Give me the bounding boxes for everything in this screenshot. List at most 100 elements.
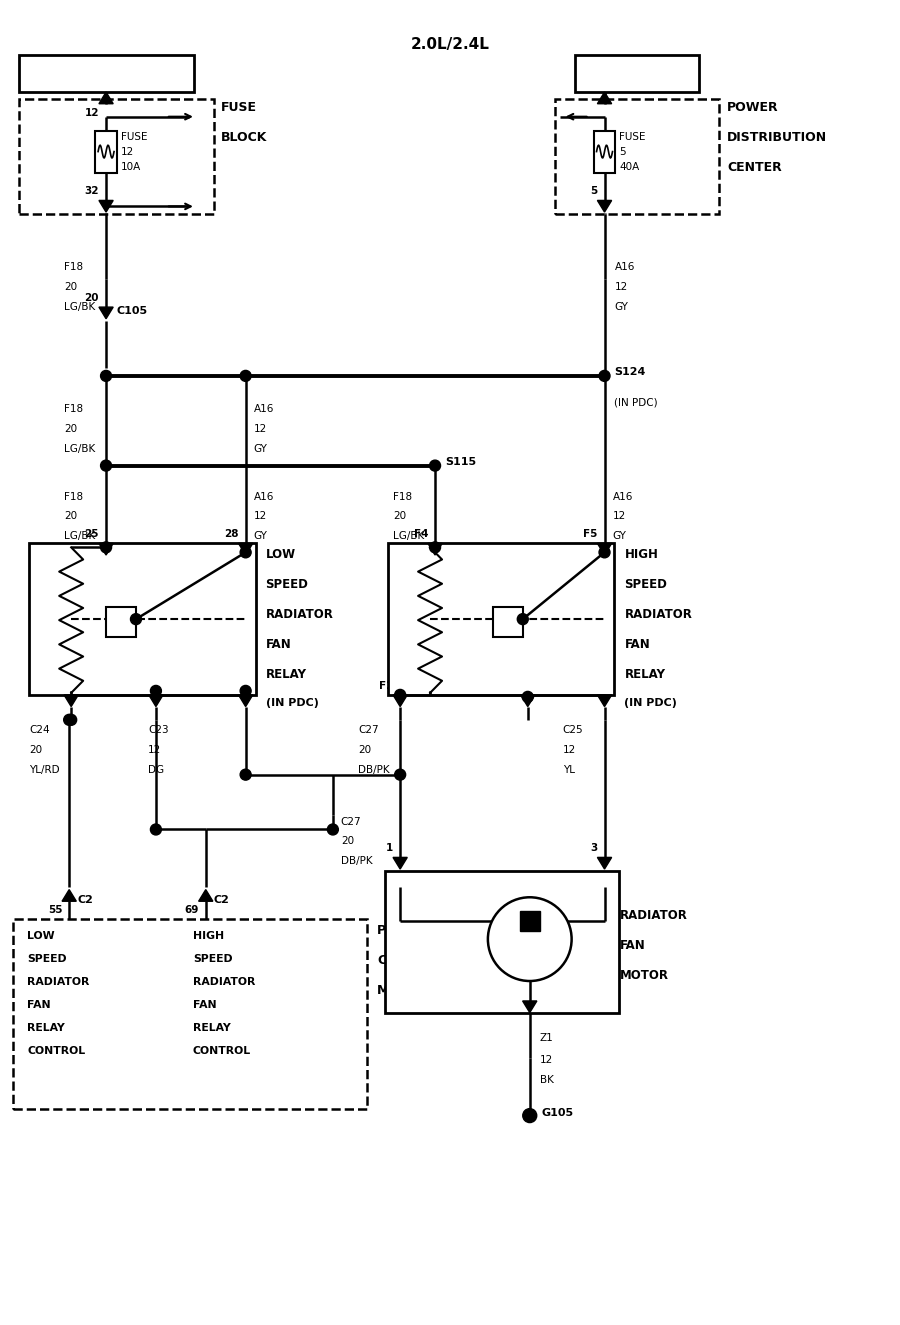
Bar	[19, 54, 194, 91]
Text: F2: F2	[379, 681, 393, 690]
Polygon shape	[598, 694, 612, 706]
Text: MODULE: MODULE	[377, 984, 437, 996]
Circle shape	[429, 542, 440, 553]
Polygon shape	[523, 1000, 537, 1012]
Text: C27: C27	[358, 725, 379, 735]
Polygon shape	[393, 694, 408, 706]
Bar	[594, 131, 616, 172]
Circle shape	[101, 460, 112, 472]
Text: SPEED: SPEED	[266, 578, 309, 591]
Text: BATT A0: BATT A0	[611, 69, 663, 78]
Circle shape	[328, 824, 338, 835]
Text: RELAY: RELAY	[27, 1023, 65, 1034]
Text: LOW: LOW	[27, 931, 55, 941]
Text: C24: C24	[30, 725, 50, 735]
Bar	[106, 607, 136, 637]
Text: FAN: FAN	[619, 939, 645, 953]
Text: M: M	[521, 930, 538, 949]
Text: 20: 20	[358, 745, 372, 755]
Text: 5: 5	[590, 187, 598, 196]
Text: HIGH: HIGH	[193, 931, 224, 941]
Text: SPEED: SPEED	[193, 954, 232, 965]
Text: C27: C27	[341, 816, 362, 827]
Text: DISTRIBUTION: DISTRIBUTION	[727, 131, 827, 143]
Text: LG/BK: LG/BK	[64, 302, 95, 313]
Polygon shape	[598, 543, 612, 555]
Text: 3: 3	[590, 844, 598, 853]
Circle shape	[488, 897, 572, 980]
Polygon shape	[64, 694, 78, 706]
Text: GY: GY	[254, 444, 267, 453]
Circle shape	[599, 371, 610, 382]
Text: 1: 1	[386, 844, 393, 853]
Polygon shape	[99, 91, 113, 103]
Text: 2: 2	[516, 987, 523, 996]
Text: A16: A16	[613, 492, 633, 502]
Bar	[19, 99, 213, 215]
Text: FUSE: FUSE	[121, 131, 148, 142]
Bar	[14, 920, 367, 1109]
Text: FAN: FAN	[193, 1000, 216, 1010]
Text: 20: 20	[64, 282, 77, 293]
Text: 20: 20	[341, 836, 354, 847]
Text: LG/BK: LG/BK	[393, 531, 425, 542]
Text: RUN-START A21: RUN-START A21	[58, 69, 156, 78]
Text: F18: F18	[64, 404, 84, 413]
Text: RADIATOR: RADIATOR	[27, 977, 90, 987]
Text: CONTROL: CONTROL	[27, 1045, 86, 1056]
Circle shape	[66, 714, 77, 725]
Text: BK: BK	[540, 1075, 554, 1085]
Text: 12: 12	[254, 424, 267, 433]
Text: (IN PDC): (IN PDC)	[625, 698, 678, 708]
Text: RELAY: RELAY	[193, 1023, 230, 1034]
Circle shape	[522, 692, 533, 702]
Bar	[95, 131, 117, 172]
Circle shape	[429, 460, 440, 472]
Circle shape	[101, 542, 112, 553]
Text: F18: F18	[64, 262, 84, 272]
Circle shape	[518, 613, 528, 624]
Text: F18: F18	[393, 492, 412, 502]
Text: MOTOR: MOTOR	[619, 969, 669, 982]
Text: BLOCK: BLOCK	[220, 131, 267, 143]
Circle shape	[395, 770, 406, 780]
Text: YL/RD: YL/RD	[30, 765, 60, 775]
Text: G105: G105	[542, 1108, 574, 1117]
Circle shape	[64, 714, 75, 725]
Text: C105: C105	[116, 306, 148, 317]
Polygon shape	[598, 91, 612, 103]
Polygon shape	[520, 694, 535, 706]
Polygon shape	[99, 200, 113, 212]
Text: SPEED: SPEED	[27, 954, 67, 965]
Text: Z1: Z1	[540, 1034, 554, 1043]
Text: 20: 20	[393, 511, 406, 522]
Text: 12: 12	[254, 511, 267, 522]
Bar	[30, 543, 256, 694]
Text: RADIATOR: RADIATOR	[625, 608, 692, 621]
Text: A16: A16	[254, 492, 274, 502]
Polygon shape	[148, 694, 163, 706]
Text: 12: 12	[148, 745, 161, 755]
Bar	[388, 543, 615, 694]
Text: 32: 32	[85, 187, 99, 196]
Bar	[554, 99, 719, 215]
Text: LG/BK: LG/BK	[64, 531, 95, 542]
Text: DG: DG	[148, 765, 164, 775]
Circle shape	[240, 547, 251, 558]
Text: F1: F1	[507, 681, 521, 690]
Text: S115: S115	[445, 457, 476, 466]
Text: C25: C25	[562, 725, 583, 735]
Circle shape	[523, 1109, 536, 1122]
Text: CONTROL: CONTROL	[377, 954, 445, 967]
Polygon shape	[199, 889, 213, 901]
Text: 5: 5	[619, 147, 626, 156]
Circle shape	[130, 613, 141, 624]
Text: POWERTRAIN: POWERTRAIN	[377, 925, 471, 937]
Text: GY: GY	[615, 302, 628, 313]
Text: RADIATOR: RADIATOR	[619, 909, 688, 922]
Text: FUSE: FUSE	[619, 131, 646, 142]
Circle shape	[395, 689, 406, 701]
Text: RELAY: RELAY	[625, 668, 665, 681]
Text: 12: 12	[615, 282, 627, 293]
Text: RADIATOR: RADIATOR	[193, 977, 256, 987]
